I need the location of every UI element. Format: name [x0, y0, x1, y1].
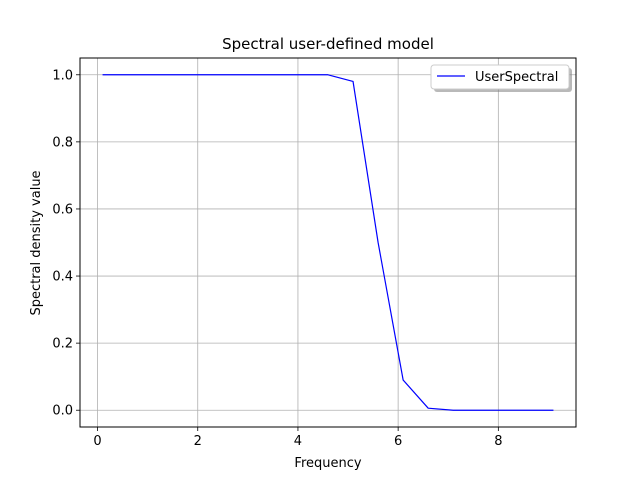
x-tick-label: 2 — [194, 434, 202, 449]
x-tick-label: 0 — [93, 434, 101, 449]
y-tick-label: 0.2 — [52, 337, 73, 352]
y-tick-label: 0.4 — [52, 270, 73, 285]
y-tick-label: 0.8 — [52, 135, 73, 150]
plot-background — [80, 58, 576, 427]
y-tick-label: 1.0 — [52, 68, 73, 83]
x-tick-label: 6 — [394, 434, 402, 449]
ticks: 0 2 4 6 8 0.0 0.2 0.4 0.6 0.8 1.0 — [52, 68, 502, 449]
legend-box — [430, 64, 570, 90]
y-tick-label: 0.0 — [52, 404, 73, 419]
series-line-userspectral — [102, 74, 554, 411]
y-tick-label: 0.6 — [52, 202, 73, 217]
x-axis-label: Frequency — [294, 456, 361, 471]
legend-label-userspectral: UserSpectral — [475, 70, 558, 85]
x-tick-label: 4 — [294, 434, 302, 449]
legend: UserSpectral — [430, 64, 572, 92]
series-layer — [102, 74, 554, 411]
plot-frame — [79, 57, 577, 428]
chart-title: Spectral user-defined model — [222, 35, 434, 53]
x-tick-label: 8 — [494, 434, 502, 449]
y-axis-label: Spectral density value — [29, 170, 44, 315]
